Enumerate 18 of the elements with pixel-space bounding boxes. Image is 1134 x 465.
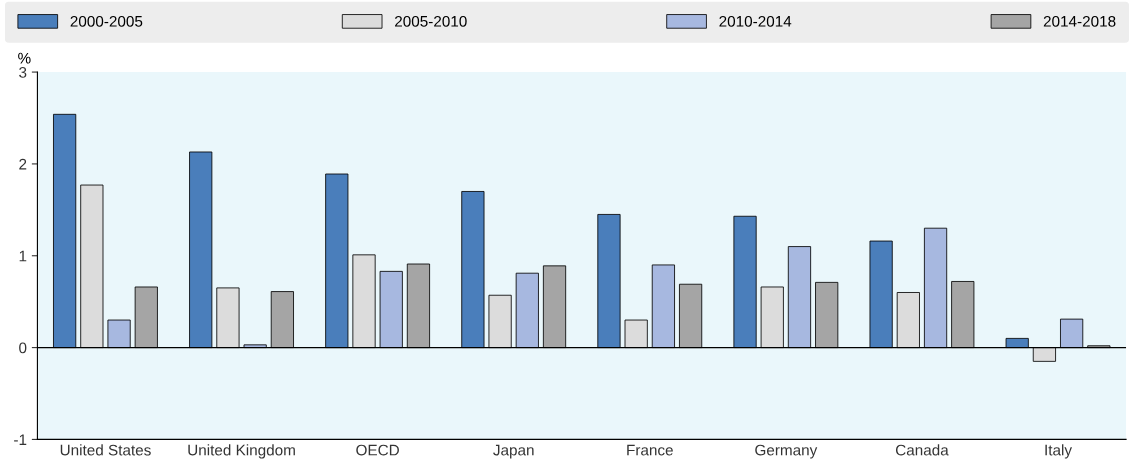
legend-label: 2000-2005 (70, 15, 143, 27)
y-tick-label: 2 (19, 158, 27, 170)
y-tick-label: 0 (19, 342, 27, 354)
y-tick-label: -1 (14, 434, 27, 445)
x-tick-label: OECD (356, 444, 399, 456)
y-tick-label: 1 (19, 250, 27, 262)
legend-label: 2005-2010 (395, 15, 467, 27)
x-tick-label: France (627, 444, 673, 456)
x-tick-label: Italy (1045, 444, 1072, 459)
legend-label: 2010-2014 (719, 15, 792, 27)
y-tick-label: 3 (19, 66, 27, 78)
x-tick-label: United Kingdom (188, 444, 295, 459)
x-tick-label: Canada (895, 444, 949, 456)
y-axis-title: % (18, 52, 31, 64)
x-tick-label: Germany (755, 444, 818, 459)
legend-label: 2014-2018 (1043, 15, 1116, 27)
x-tick-label: United States (60, 444, 151, 456)
x-tick-label: Japan (493, 444, 534, 459)
